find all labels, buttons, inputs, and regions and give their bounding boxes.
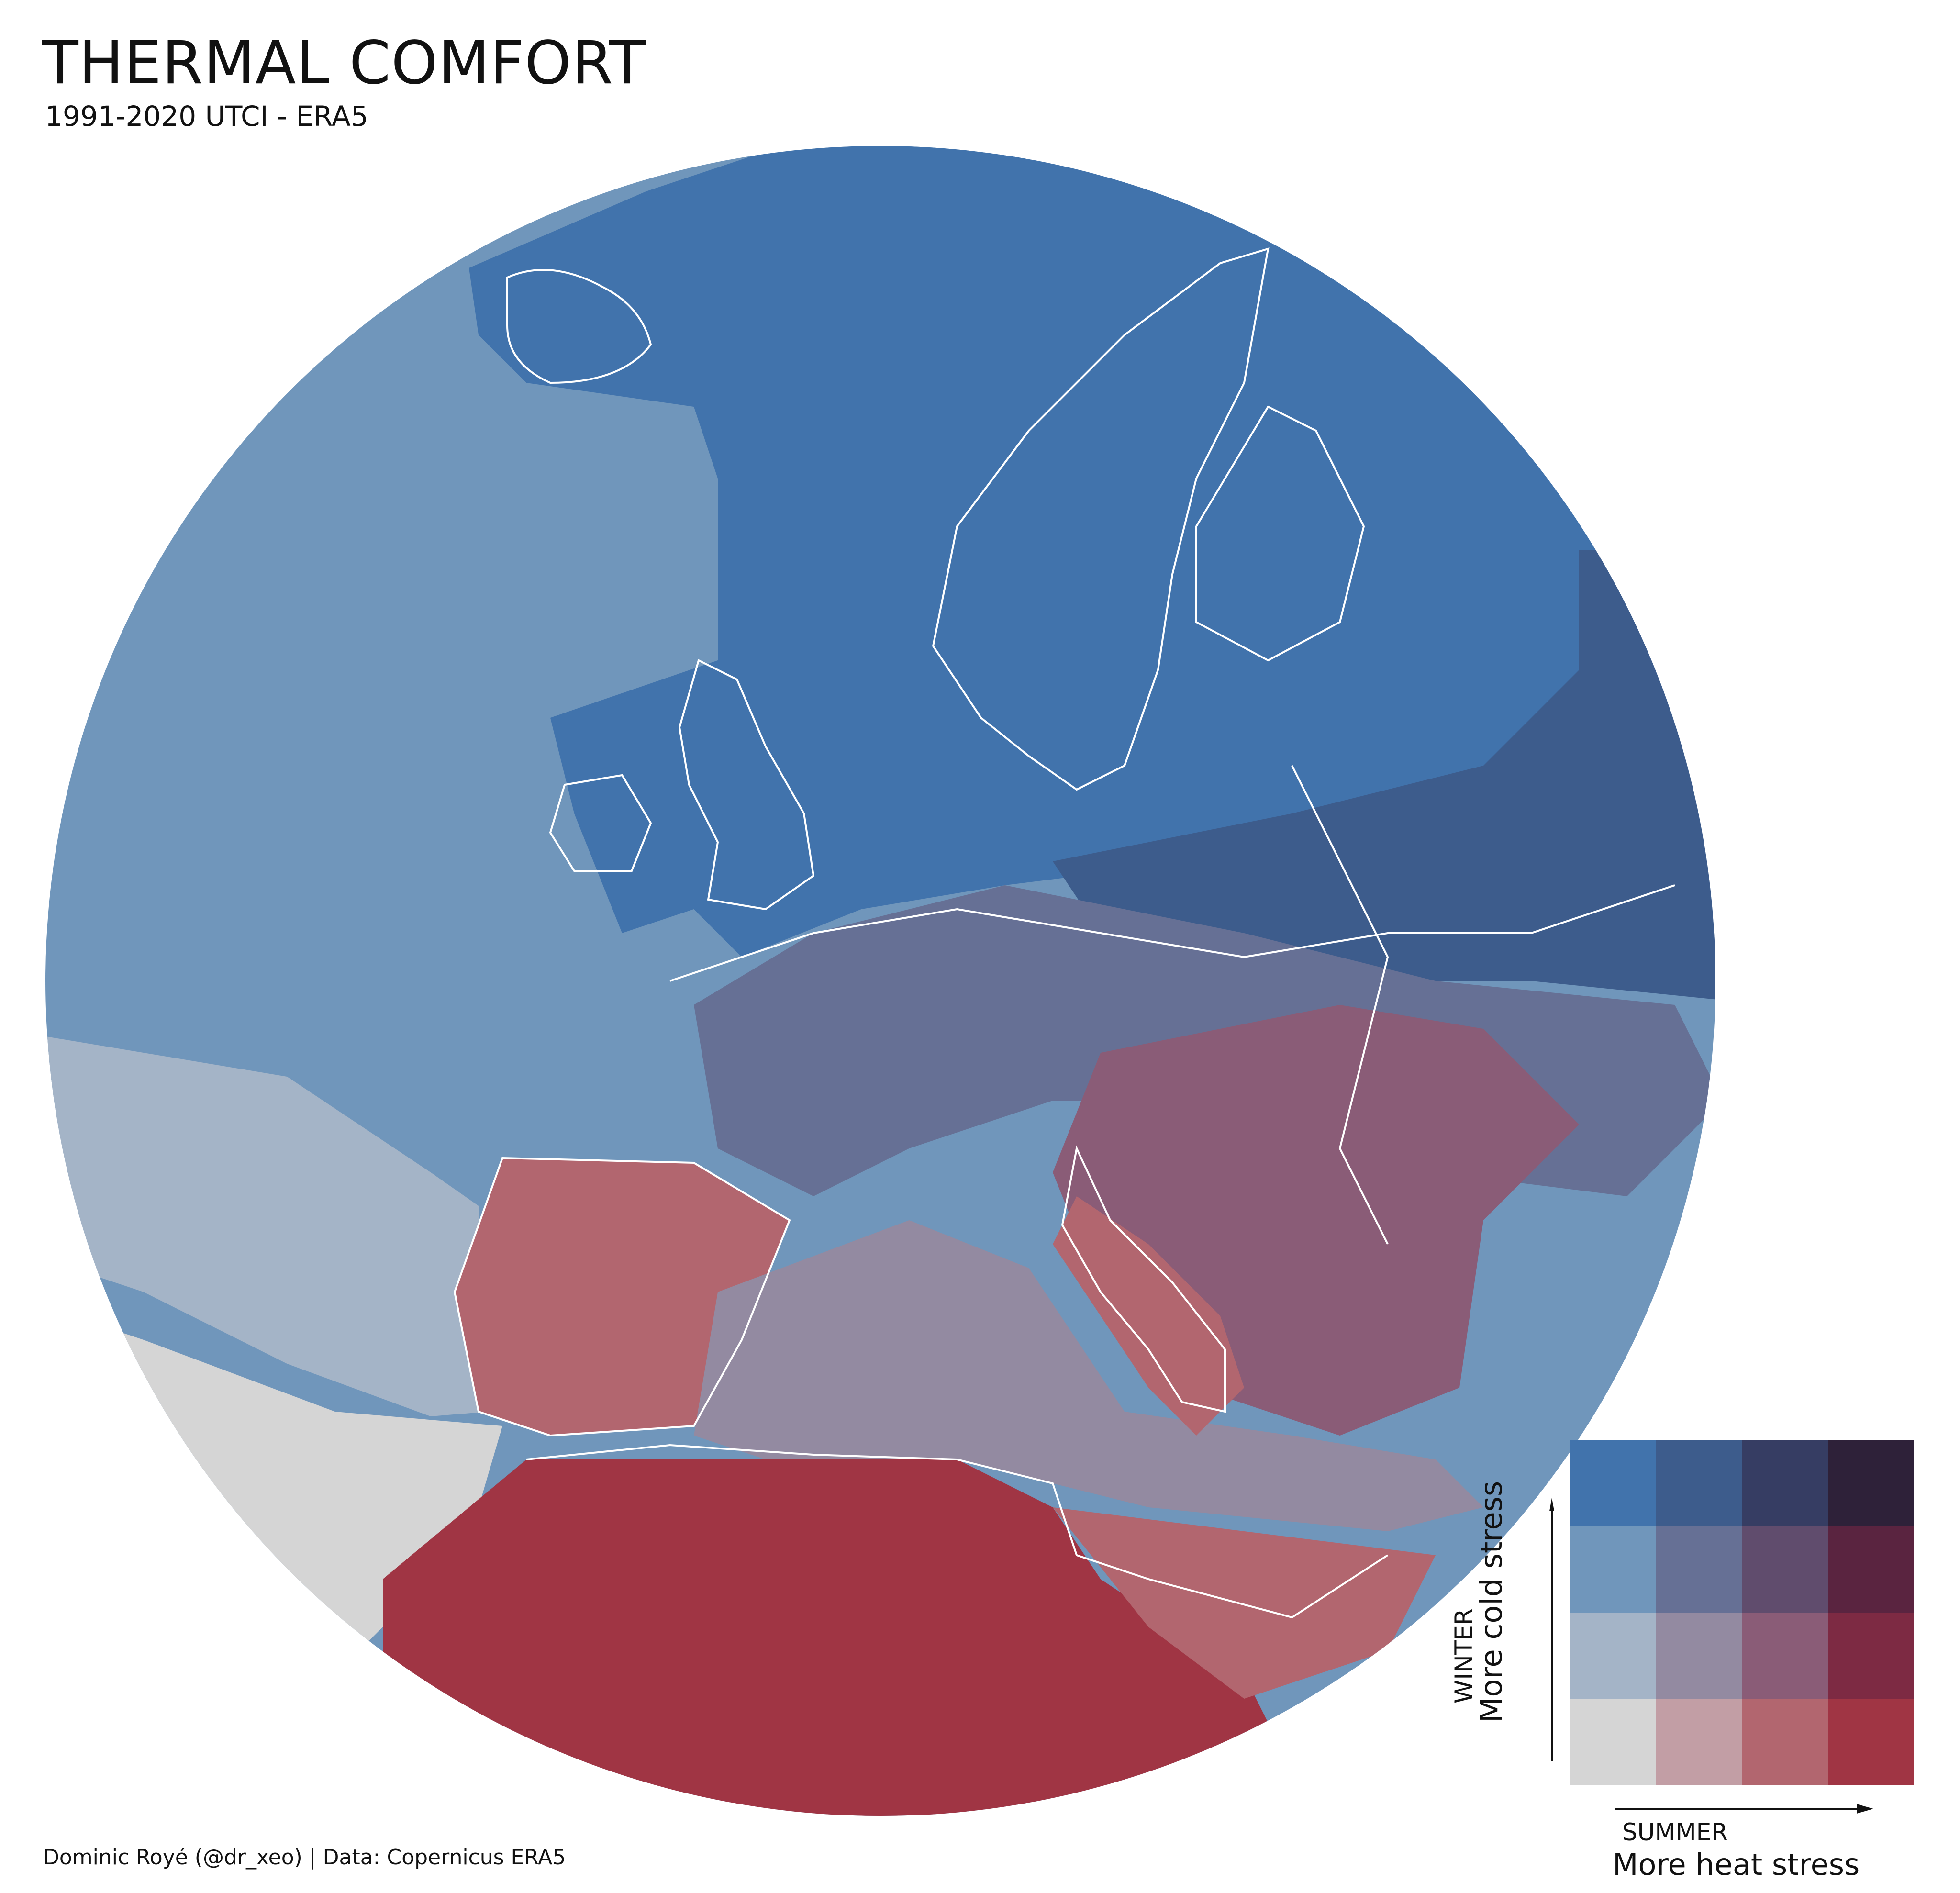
bivariate-legend — [1570, 1440, 1914, 1785]
map-subtitle: 1991-2020 UTCI - ERA5 — [45, 100, 368, 133]
legend-cell — [1570, 1613, 1656, 1699]
legend-cell — [1570, 1699, 1656, 1785]
x-axis-arrow-icon — [1615, 1804, 1873, 1814]
legend-cell — [1742, 1440, 1828, 1526]
credit-line: Dominic Royé (@dr_xeo) | Data: Copernicu… — [43, 1845, 566, 1870]
legend-heat-stress-label: More heat stress — [1613, 1847, 1860, 1882]
legend-cell — [1570, 1440, 1656, 1526]
legend-summer-label: SUMMER — [1622, 1818, 1728, 1846]
legend-cold-stress-label: More cold stress — [1474, 1481, 1509, 1723]
coastline-finland — [1195, 405, 1365, 662]
legend-cell — [1828, 1699, 1914, 1785]
legend-cell — [1742, 1526, 1828, 1613]
region-mediterranean-sea — [694, 1220, 1483, 1531]
legend-cell — [1828, 1440, 1914, 1526]
legend-cell — [1656, 1613, 1742, 1699]
coastline-scandinavia — [932, 247, 1270, 791]
coastline-italy — [1061, 1145, 1226, 1413]
border-central — [669, 884, 1675, 982]
legend-cell — [1828, 1526, 1914, 1613]
region-north-africa — [383, 1459, 1292, 1816]
legend-cell — [1656, 1526, 1742, 1613]
region-eastern-europe — [1053, 550, 1715, 1005]
coastline-north-africa — [526, 1444, 1389, 1619]
y-axis-arrow-icon — [1549, 1498, 1554, 1761]
legend-cell — [1656, 1440, 1742, 1526]
region-southwest-ocean-light — [45, 1029, 488, 1416]
map-title: THERMAL COMFORT — [42, 29, 646, 98]
region-libya — [1053, 1507, 1436, 1699]
border-east — [1291, 765, 1389, 1245]
coastline-iceland — [506, 269, 652, 384]
region-italy — [1053, 1196, 1244, 1436]
coastline-iberia — [453, 1157, 791, 1437]
legend-cell — [1656, 1699, 1742, 1785]
legend-cell — [1570, 1526, 1656, 1613]
coastline-britain — [678, 659, 815, 911]
coastline-ireland — [549, 774, 652, 872]
legend-cell — [1828, 1613, 1914, 1699]
legend-cell — [1742, 1613, 1828, 1699]
legend-cell — [1742, 1699, 1828, 1785]
